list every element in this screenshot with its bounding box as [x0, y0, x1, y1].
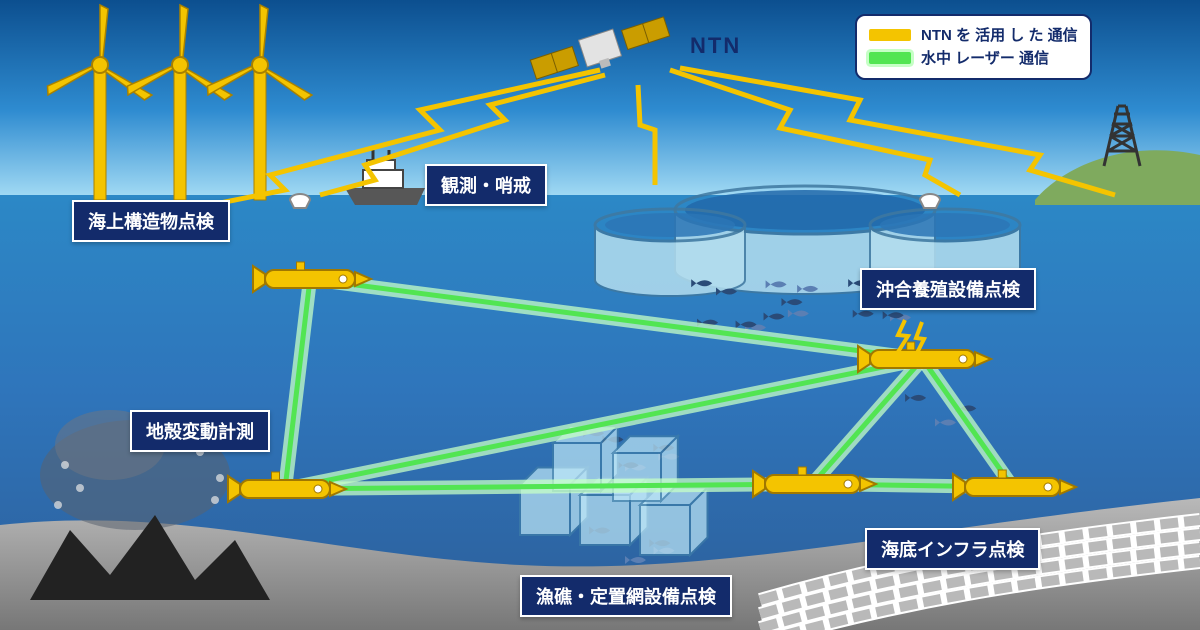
- legend-text-ntn: NTN を 活用 し た 通信: [921, 24, 1078, 45]
- label-farm: 沖合養殖設備点検: [860, 268, 1036, 310]
- label-turbines: 海上構造物点検: [72, 200, 230, 242]
- legend-row-ntn: NTN を 活用 し た 通信: [869, 24, 1078, 45]
- legend-box: NTN を 活用 し た 通信 水中 レーザー 通信: [855, 14, 1092, 80]
- diagram-stage: NTN NTN を 活用 し た 通信 水中 レーザー 通信 海上構造物点検 観…: [0, 0, 1200, 630]
- legend-text-laser: 水中 レーザー 通信: [921, 47, 1049, 68]
- label-observe: 観測・哨戒: [425, 164, 547, 206]
- label-seabed: 海底インフラ点検: [865, 528, 1040, 570]
- legend-swatch-laser: [869, 52, 911, 64]
- label-crust: 地殻変動計測: [130, 410, 270, 452]
- legend-row-laser: 水中 レーザー 通信: [869, 47, 1078, 68]
- legend-swatch-ntn: [869, 29, 911, 41]
- label-reef: 漁礁・定置網設備点検: [520, 575, 732, 617]
- ntn-label: NTN: [690, 33, 741, 59]
